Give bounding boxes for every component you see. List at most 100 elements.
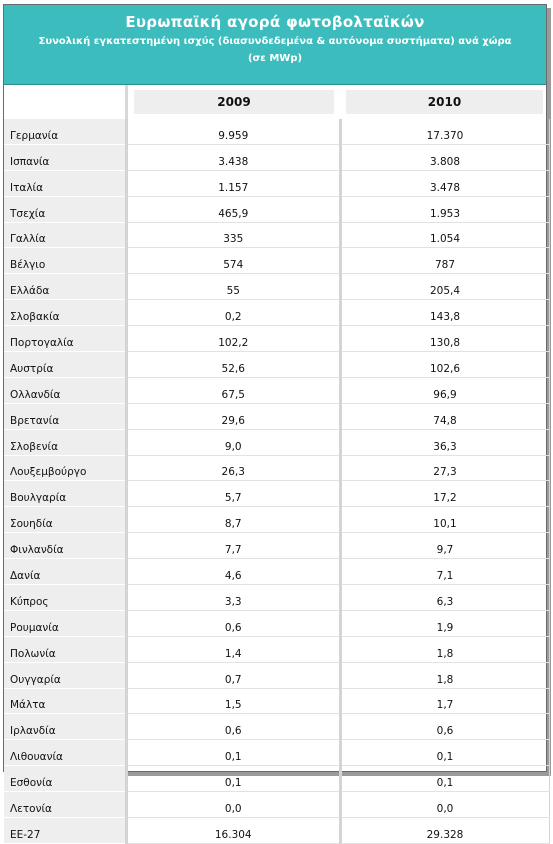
table-row: Βουλγαρία 5,7 17,2: [4, 480, 550, 508]
table-row: Λουξεμβούργο 26,3 27,3: [4, 455, 550, 482]
country-cell: Μάλτα: [4, 688, 127, 715]
table-row: Λετονία 0,0 0,0: [4, 791, 550, 819]
value-2009-cell: 4,6: [125, 558, 340, 586]
table-row: Σλοβενία 9,0 36,3: [4, 429, 550, 456]
table-subtitle: Συνολική εγκατεστημένη ισχύς (διασυνδεδε…: [38, 36, 512, 47]
country-cell: Λιθουανία: [4, 739, 127, 767]
country-cell: Πολωνία: [4, 636, 127, 663]
table-row: Φινλανδία 7,7 9,7: [4, 532, 550, 560]
table-row: Πορτογαλία 102,2 130,8: [4, 325, 550, 353]
country-cell: Ιρλανδία: [4, 713, 127, 741]
table-row: Εσθονία 0,1 0,1: [4, 765, 550, 793]
table-row: Ελλάδα 55 205,4: [4, 273, 550, 301]
value-2009-cell: 0,6: [125, 713, 340, 741]
value-2009-cell: 465,9: [125, 196, 340, 223]
capacity-table: 2009 2010 Γερμανία 9.959 17.370 Ισπανία 3.43…: [4, 85, 550, 844]
value-2010-cell: 0,1: [338, 765, 550, 793]
country-cell: Δανία: [4, 558, 127, 586]
value-2010-cell: 96,9: [338, 377, 550, 404]
country-cell: Ελλάδα: [4, 273, 127, 301]
value-2009-cell: 9,0: [125, 429, 340, 456]
table-row: Αυστρία 52,6 102,6: [4, 351, 550, 378]
country-cell: Εσθονία: [4, 765, 127, 793]
column-header-2010: 2010: [346, 90, 543, 114]
value-2010-cell: 29.328: [338, 817, 550, 844]
table-row: Πολωνία 1,4 1,8: [4, 636, 550, 663]
country-cell: Σλοβενία: [4, 429, 127, 456]
table-row: Ισπανία 3.438 3.808: [4, 144, 550, 171]
value-2009-cell: 29,6: [125, 403, 340, 430]
table-row: Μάλτα 1,5 1,7: [4, 688, 550, 715]
country-cell: Φινλανδία: [4, 532, 127, 560]
country-cell: Γερμανία: [4, 119, 127, 145]
value-2009-cell: 0,1: [125, 739, 340, 767]
country-cell: Ουγγαρία: [4, 662, 127, 689]
country-cell: Πορτογαλία: [4, 325, 127, 353]
value-2010-cell: 130,8: [338, 325, 550, 353]
country-cell: Βουλγαρία: [4, 480, 127, 508]
country-cell: Τσεχία: [4, 196, 127, 223]
table-row: Ουγγαρία 0,7 1,8: [4, 662, 550, 689]
value-2010-cell: 17,2: [338, 480, 550, 508]
value-2009-cell: 55: [125, 273, 340, 301]
value-2010-cell: 205,4: [338, 273, 550, 301]
value-2010-cell: 27,3: [338, 455, 550, 482]
value-2009-cell: 335: [125, 222, 340, 249]
value-2009-cell: 3,3: [125, 584, 340, 611]
value-2010-cell: 10,1: [338, 506, 550, 534]
country-cell: Ισπανία: [4, 144, 127, 171]
table-row: Βρετανία 29,6 74,8: [4, 403, 550, 430]
table-banner: Ευρωπαϊκή αγορά φωτοβολταϊκών Συνολική ε…: [4, 5, 546, 85]
value-2009-cell: 26,3: [125, 455, 340, 482]
value-2010-cell: 6,3: [338, 584, 550, 611]
country-cell: Ιταλία: [4, 170, 127, 197]
table-row: Ρουμανία 0,6 1,9: [4, 610, 550, 637]
table-row: ΕΕ-27 16.304 29.328: [4, 817, 550, 844]
value-2010-cell: 1,7: [338, 688, 550, 715]
table-row: Σουηδία 8,7 10,1: [4, 506, 550, 534]
table-row: Δανία 4,6 7,1: [4, 558, 550, 586]
value-2009-cell: 1.157: [125, 170, 340, 197]
value-2010-cell: 17.370: [338, 119, 550, 145]
column-header-2009: 2009: [134, 90, 334, 114]
table-row: Λιθουανία 0,1 0,1: [4, 739, 550, 767]
value-2009-cell: 1,5: [125, 688, 340, 715]
country-cell: Κύπρος: [4, 584, 127, 611]
value-2009-cell: 9.959: [125, 119, 340, 145]
table-row: Ολλανδία 67,5 96,9: [4, 377, 550, 404]
value-2010-cell: 0,6: [338, 713, 550, 741]
value-2009-cell: 0,2: [125, 299, 340, 327]
table-row: Σλοβακία 0,2 143,8: [4, 299, 550, 327]
value-2010-cell: 74,8: [338, 403, 550, 430]
table-row: Κύπρος 3,3 6,3: [4, 584, 550, 611]
value-2010-cell: 102,6: [338, 351, 550, 378]
country-cell: Βρετανία: [4, 403, 127, 430]
country-column-header: [4, 85, 128, 119]
value-2010-cell: 3.808: [338, 144, 550, 171]
value-2010-cell: 3.478: [338, 170, 550, 197]
value-2010-cell: 787: [338, 247, 550, 275]
value-2009-cell: 102,2: [125, 325, 340, 353]
value-2009-cell: 7,7: [125, 532, 340, 560]
country-cell: Σουηδία: [4, 506, 127, 534]
country-cell: ΕΕ-27: [4, 817, 127, 844]
country-cell: Λετονία: [4, 791, 127, 819]
country-cell: Ρουμανία: [4, 610, 127, 637]
value-2010-cell: 1.953: [338, 196, 550, 223]
value-2010-cell: 1.054: [338, 222, 550, 249]
value-2009-cell: 0,6: [125, 610, 340, 637]
country-cell: Σλοβακία: [4, 299, 127, 327]
table-row: Γερμανία 9.959 17.370: [4, 119, 550, 145]
value-2010-cell: 9,7: [338, 532, 550, 560]
value-2010-cell: 1,9: [338, 610, 550, 637]
country-cell: Γαλλία: [4, 222, 127, 249]
value-2010-cell: 143,8: [338, 299, 550, 327]
value-2009-cell: 1,4: [125, 636, 340, 663]
country-cell: Λουξεμβούργο: [4, 455, 127, 482]
value-2010-cell: 1,8: [338, 636, 550, 663]
value-2010-cell: 0,1: [338, 739, 550, 767]
table-row: Τσεχία 465,9 1.953: [4, 196, 550, 223]
value-2010-cell: 7,1: [338, 558, 550, 586]
country-cell: Αυστρία: [4, 351, 127, 378]
value-2009-cell: 67,5: [125, 377, 340, 404]
